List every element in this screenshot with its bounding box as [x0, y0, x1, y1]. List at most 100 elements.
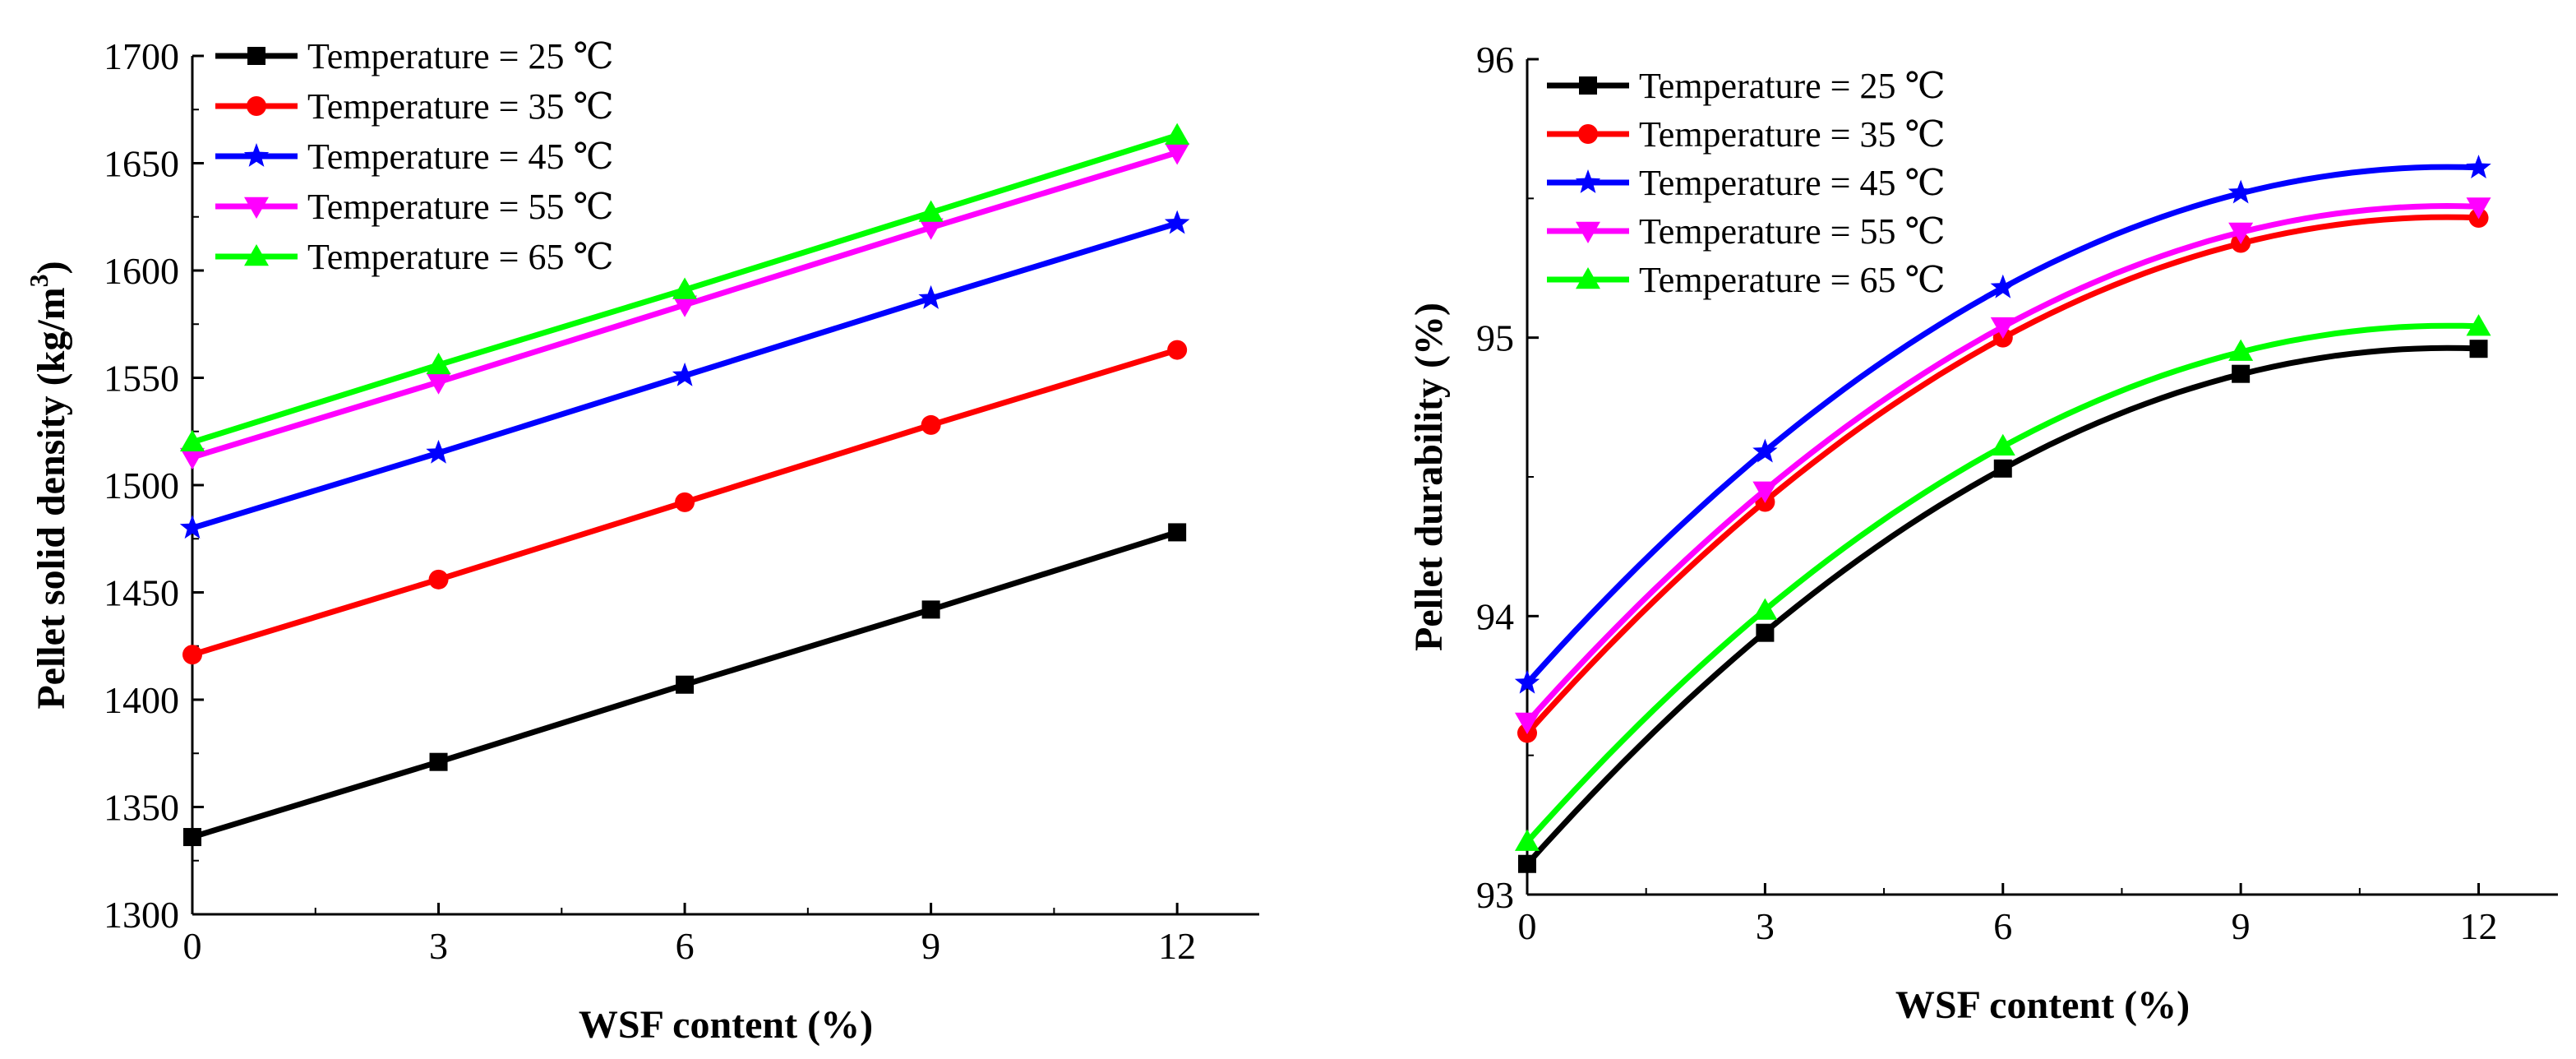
y-tick-label: 1300 [104, 894, 179, 936]
data-point [672, 277, 698, 299]
legend-label: Temperature = 55 ℃ [1639, 211, 1946, 252]
data-point [1990, 274, 2015, 298]
series-3 [1514, 155, 2491, 694]
y-axis-title: Pellet solid density (kg/m3) [24, 261, 73, 709]
data-point [1165, 123, 1190, 145]
legend: Temperature = 25 ℃ Temperature = 35 ℃ Temp… [1547, 66, 1946, 300]
x-tick-label: 12 [1158, 925, 1196, 967]
y-axis-title: Pellet durability (%) [1407, 303, 1451, 651]
series-2 [182, 340, 1188, 665]
y-tick-label: 1400 [104, 679, 179, 721]
legend-item: Temperature = 65 ℃ [1547, 260, 1946, 300]
legend-label: Temperature = 35 ℃ [307, 86, 614, 127]
legend-marker [1576, 267, 1600, 289]
data-point [918, 218, 944, 240]
data-point [2469, 340, 2488, 358]
data-point [1756, 623, 1775, 642]
legend-item: Temperature = 45 ℃ [215, 136, 614, 177]
legend-marker [247, 47, 265, 65]
data-point [1990, 433, 2015, 456]
series-1 [1518, 340, 2488, 873]
series-1 [183, 523, 1187, 847]
legend-marker [243, 143, 270, 167]
x-tick-label: 9 [921, 925, 940, 967]
x-tick-label: 0 [1518, 905, 1537, 947]
chart-panel-1: 0 3 6 9 12 1300 1350 1400 1450 1500 1550 1600 1650 17… [24, 35, 1259, 1047]
legend-label: Temperature = 45 ℃ [307, 136, 614, 177]
legend-label: Temperature = 25 ℃ [307, 36, 614, 76]
data-point [2232, 364, 2251, 383]
legend-item: Temperature = 55 ℃ [215, 187, 614, 227]
x-tick-label: 12 [2460, 905, 2498, 947]
series-line [1525, 345, 2479, 867]
legend-marker [1575, 169, 1601, 193]
y-tick-label: 1550 [104, 358, 179, 400]
y-tick-label: 1600 [104, 250, 179, 292]
x-tick-label: 6 [676, 925, 695, 967]
y-axis-title-sup: 3 [24, 274, 53, 287]
y-axis-title-suffix: ) [30, 261, 73, 274]
legend-item: Temperature = 35 ℃ [215, 86, 614, 127]
legend-marker [247, 96, 266, 116]
data-point [2466, 155, 2491, 178]
series-4 [1515, 197, 2491, 735]
data-point [2466, 314, 2491, 336]
y-tick-label: 1700 [104, 35, 179, 77]
y-tick-label: 1650 [104, 143, 179, 185]
data-point [1752, 481, 1778, 503]
legend-item: Temperature = 25 ℃ [1547, 66, 1946, 106]
chart-panel-2: 0 3 6 9 12 93 94 95 96 WSF content (%) Pellet dura… [1407, 39, 2558, 1027]
legend-label: Temperature = 65 ℃ [307, 237, 614, 277]
y-tick-label: 93 [1476, 874, 1514, 916]
legend-marker [1576, 221, 1600, 243]
legend-marker [244, 197, 269, 219]
series-5 [180, 123, 1190, 452]
y-tick-label: 1350 [104, 787, 179, 829]
legend-item: Temperature = 45 ℃ [1547, 163, 1946, 203]
series-5 [1515, 314, 2491, 851]
data-point [1515, 712, 1540, 735]
legend-marker [1579, 76, 1597, 95]
x-tick-label: 0 [183, 925, 202, 967]
data-point [1752, 438, 1778, 463]
data-point [429, 752, 448, 771]
x-axis-title: WSF content (%) [1895, 983, 2190, 1027]
y-tick-label: 95 [1476, 317, 1514, 359]
data-point [182, 645, 202, 665]
data-point [1518, 854, 1536, 873]
data-point [1167, 340, 1188, 360]
data-point [179, 515, 205, 539]
x-tick-label: 3 [1756, 905, 1775, 947]
data-point [918, 200, 944, 222]
y-tick-label: 1500 [104, 465, 179, 506]
data-point [2228, 339, 2254, 361]
data-point [1990, 317, 2015, 340]
y-tick-label: 96 [1476, 39, 1514, 81]
y-axis-title-main: Pellet solid density (kg/m [30, 287, 73, 709]
data-point [180, 429, 205, 452]
legend-item: Temperature = 65 ℃ [215, 237, 614, 277]
x-tick-label: 3 [429, 925, 448, 967]
data-point [1165, 143, 1190, 165]
legend-item: Temperature = 35 ℃ [1547, 114, 1946, 155]
legend-label: Temperature = 55 ℃ [307, 187, 614, 227]
data-point [918, 284, 944, 309]
data-point [426, 372, 451, 395]
data-point [183, 828, 201, 847]
x-axis-title: WSF content (%) [579, 1003, 873, 1047]
x-tick-label: 6 [1993, 905, 2012, 947]
series-4 [180, 143, 1190, 470]
data-point [921, 600, 940, 619]
data-point [2466, 197, 2491, 220]
data-point [672, 295, 698, 317]
data-point [1168, 523, 1187, 542]
data-point [672, 362, 698, 386]
legend-item: Temperature = 55 ℃ [1547, 211, 1946, 252]
legend-marker [244, 244, 269, 266]
data-point [676, 675, 695, 694]
y-tick-label: 94 [1476, 595, 1514, 637]
series-3 [179, 210, 1190, 539]
legend: Temperature = 25 ℃ Temperature = 35 ℃ Temp… [215, 36, 614, 277]
data-point [921, 414, 941, 435]
